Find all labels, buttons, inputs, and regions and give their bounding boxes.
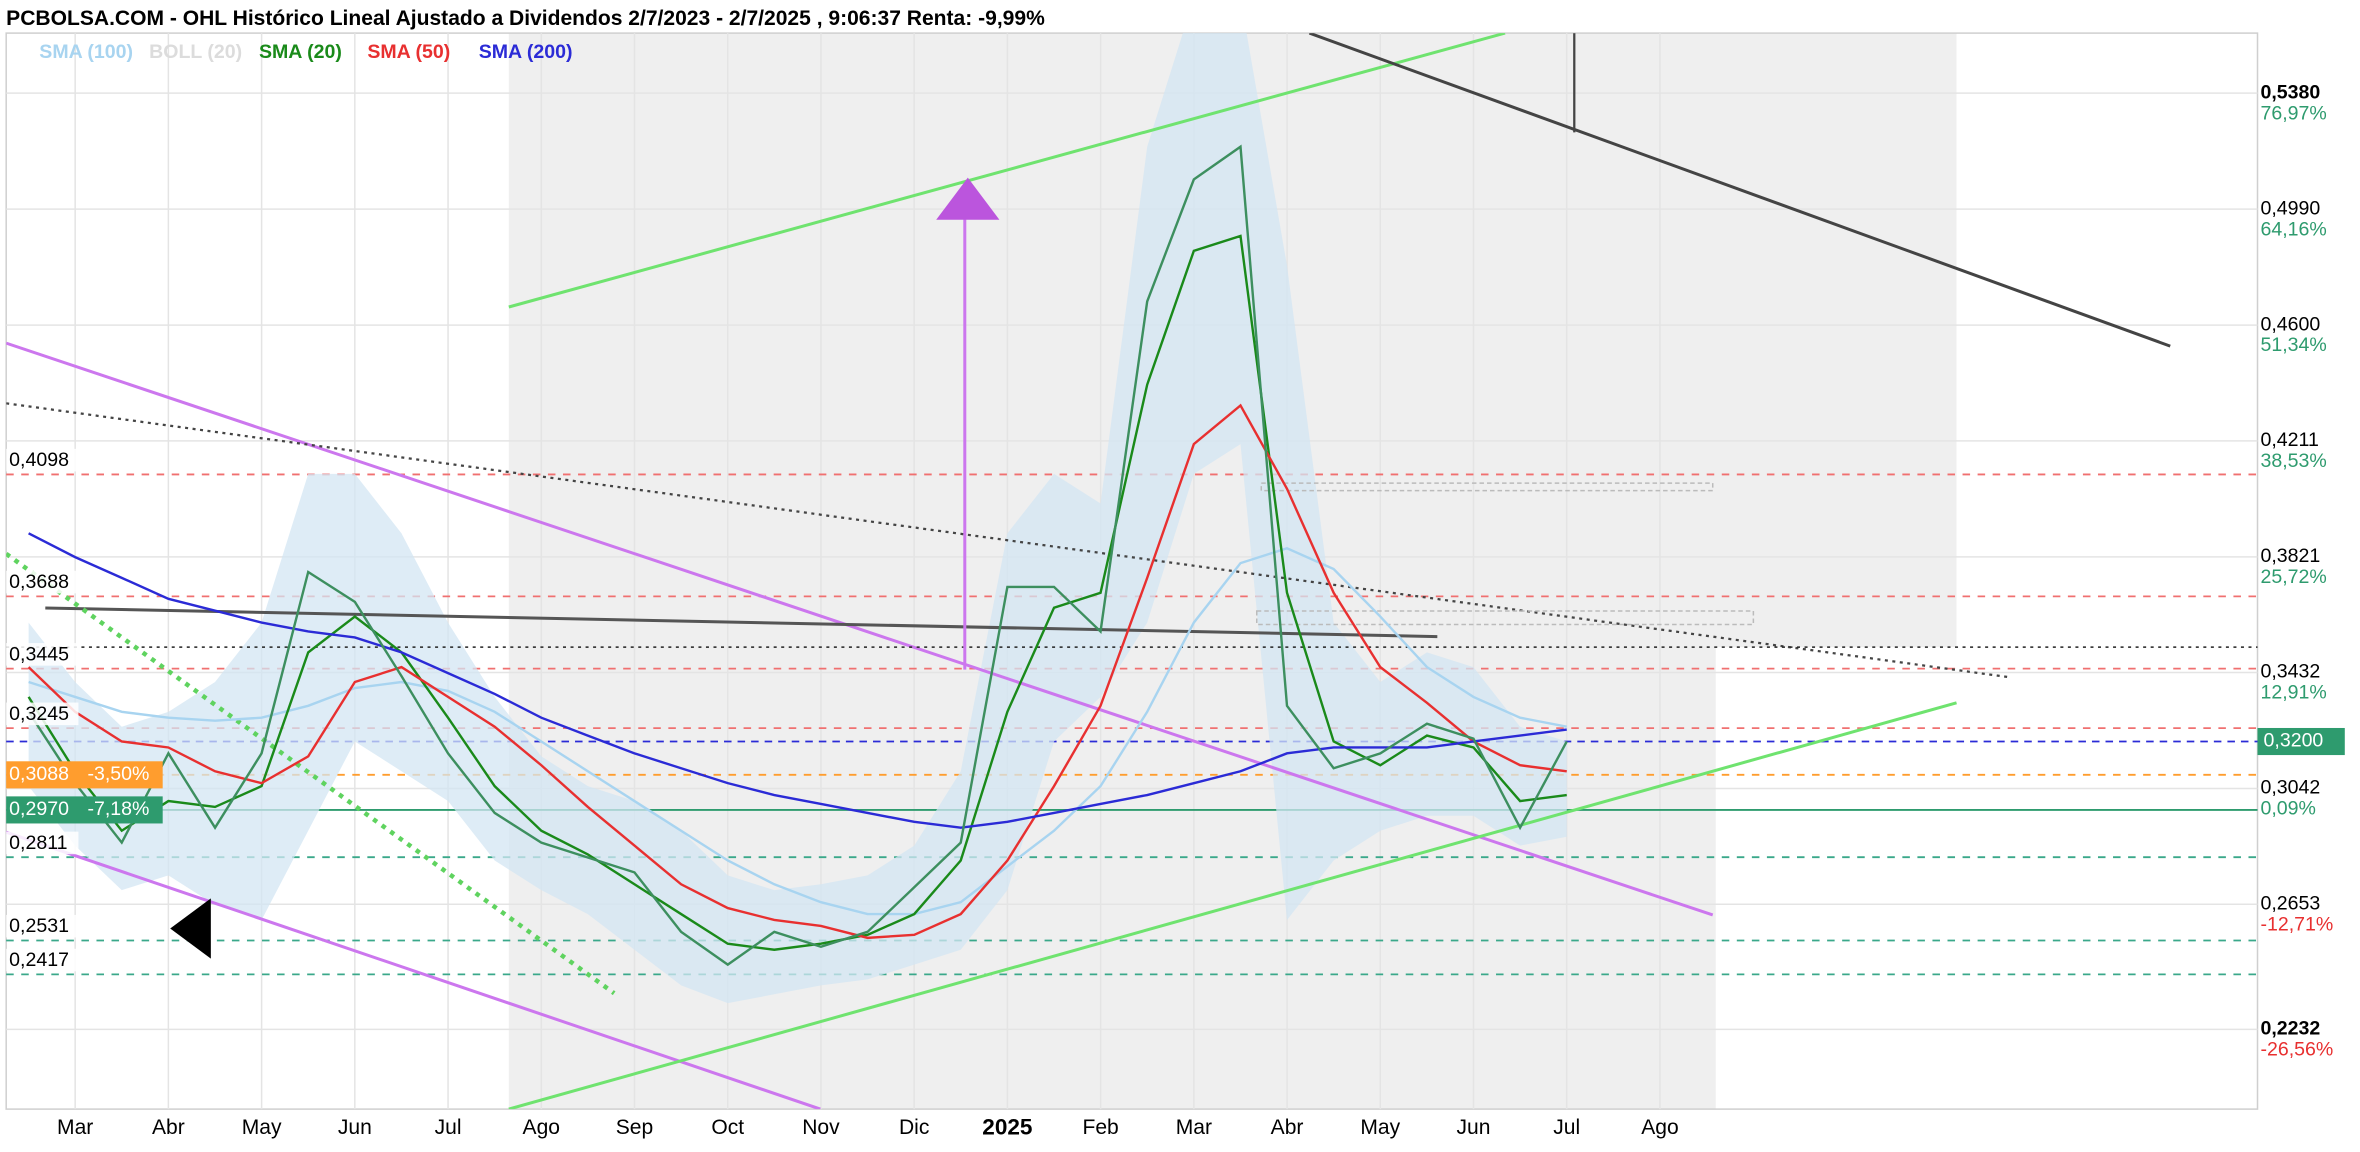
zone-box [1260, 482, 1714, 492]
level-label: 0,2811 [9, 832, 67, 854]
sma-line [28, 546, 1567, 916]
x-tick-label: Ago [523, 1116, 560, 1139]
y2-tick-label: 0,09% [2261, 798, 2316, 820]
y-tick-label: 0,3042 [2261, 777, 2321, 799]
level-label-bg [6, 643, 79, 666]
price-line [27, 144, 1568, 967]
label-layer: Mar Abr May Jun Jul Ago Sep Oct Nov Dic 2025 Feb Mar… [6, 41, 2345, 1140]
y2-tick-label: 12,91% [2261, 682, 2327, 704]
level-label-bg [6, 448, 79, 472]
y2-tick-label: 25,72% [2261, 566, 2327, 588]
shaded-zone [508, 33, 1957, 1110]
x-tick-label: Feb [1082, 1116, 1118, 1139]
bollinger-band [28, 33, 1567, 1004]
y-tick-label: 0,3432 [2261, 661, 2321, 683]
marker-triangle [170, 898, 211, 959]
y2-tick-label: 38,53% [2261, 450, 2327, 472]
line-layer [27, 144, 1568, 967]
level-label: 0,4098 [9, 449, 69, 471]
y2-tick-label: -26,56% [2261, 1039, 2334, 1061]
y-tick-label: 0,2232 [2261, 1018, 2321, 1040]
channel-line [6, 830, 821, 1110]
x-tick-label: Jul [435, 1116, 462, 1139]
x-tick-label: Mar [1176, 1116, 1212, 1139]
chart-title: PCBOLSA.COM - OHL Histórico Lineal Ajust… [6, 7, 1045, 30]
level-label: 0,2531 [9, 915, 69, 937]
y-tick-label: 0,4990 [2261, 197, 2321, 219]
legend-entry: SMA (200) [479, 41, 573, 63]
legend-entry: BOLL (20) [149, 41, 242, 63]
level-label: 0,3445 [9, 643, 69, 665]
x-tick-label: Jun [338, 1116, 372, 1139]
level-label: 0,3245 [9, 703, 69, 725]
y2-tick-label: 76,97% [2261, 102, 2327, 124]
y-tick-label: 0,2653 [2261, 892, 2321, 914]
sma-line [28, 532, 1567, 829]
level-label: 0,3688 [9, 571, 69, 593]
x-tick-label: Dic [899, 1116, 929, 1139]
level-label-bg [6, 831, 79, 855]
trend-line [6, 551, 616, 996]
trend-line [6, 402, 2010, 679]
channel-line [508, 701, 1957, 1110]
last-price-box [2257, 727, 2345, 756]
y2-tick-label: -12,71% [2261, 913, 2334, 935]
x-tick-label: Jul [1553, 1116, 1580, 1139]
level-label: 0,2970 [9, 798, 69, 820]
x-tick-label: Mar [57, 1116, 93, 1139]
y-tick-label: 0,4211 [2261, 429, 2319, 451]
trend-line [45, 606, 1438, 639]
annotations [6, 33, 2258, 1110]
y-tick-label: 0,5380 [2261, 81, 2321, 103]
y2-tick-label: 64,16% [2261, 218, 2327, 240]
zone-box [1255, 610, 1755, 626]
x-tick-label: Ago [1641, 1116, 1678, 1139]
last-price-label: 0,3200 [2264, 730, 2324, 752]
channel-line [6, 341, 1714, 917]
level-label: 0,3088 [9, 763, 69, 785]
arrow-head [936, 177, 1000, 220]
x-tick-label: May [242, 1116, 282, 1139]
x-tick-label: 2025 [982, 1115, 1032, 1140]
y2-tick-label: 51,34% [2261, 334, 2327, 356]
legend-entry: SMA (100) [39, 41, 133, 63]
level-box [6, 796, 163, 824]
level-label-bg [6, 948, 79, 972]
x-tick-label: Jun [1457, 1116, 1491, 1139]
y-tick-label: 0,3821 [2261, 545, 2321, 567]
level-label-bg [6, 914, 79, 938]
x-tick-label: Oct [711, 1116, 744, 1139]
x-tick-label: Nov [802, 1116, 840, 1139]
x-tick-label: Sep [616, 1116, 653, 1139]
band-layer [28, 33, 1567, 1004]
sma-line [27, 234, 1567, 951]
y-tick-label: 0,4600 [2261, 313, 2321, 335]
x-tick-label: Abr [1271, 1116, 1304, 1139]
x-tick-label: Abr [152, 1116, 185, 1139]
level-pct-label: -7,18% [87, 798, 149, 820]
legend-entry: SMA (50) [367, 41, 450, 63]
level-box [6, 761, 163, 789]
x-tick-label: May [1360, 1116, 1400, 1139]
level-label: 0,2417 [9, 949, 69, 971]
level-label-bg [6, 570, 79, 594]
legend-entry: SMA (20) [259, 41, 342, 63]
level-pct-label: -3,50% [87, 763, 149, 785]
level-label-bg [6, 702, 79, 726]
trend-line [1308, 33, 2171, 348]
channel-line [508, 33, 1506, 309]
sma-line [27, 403, 1567, 940]
